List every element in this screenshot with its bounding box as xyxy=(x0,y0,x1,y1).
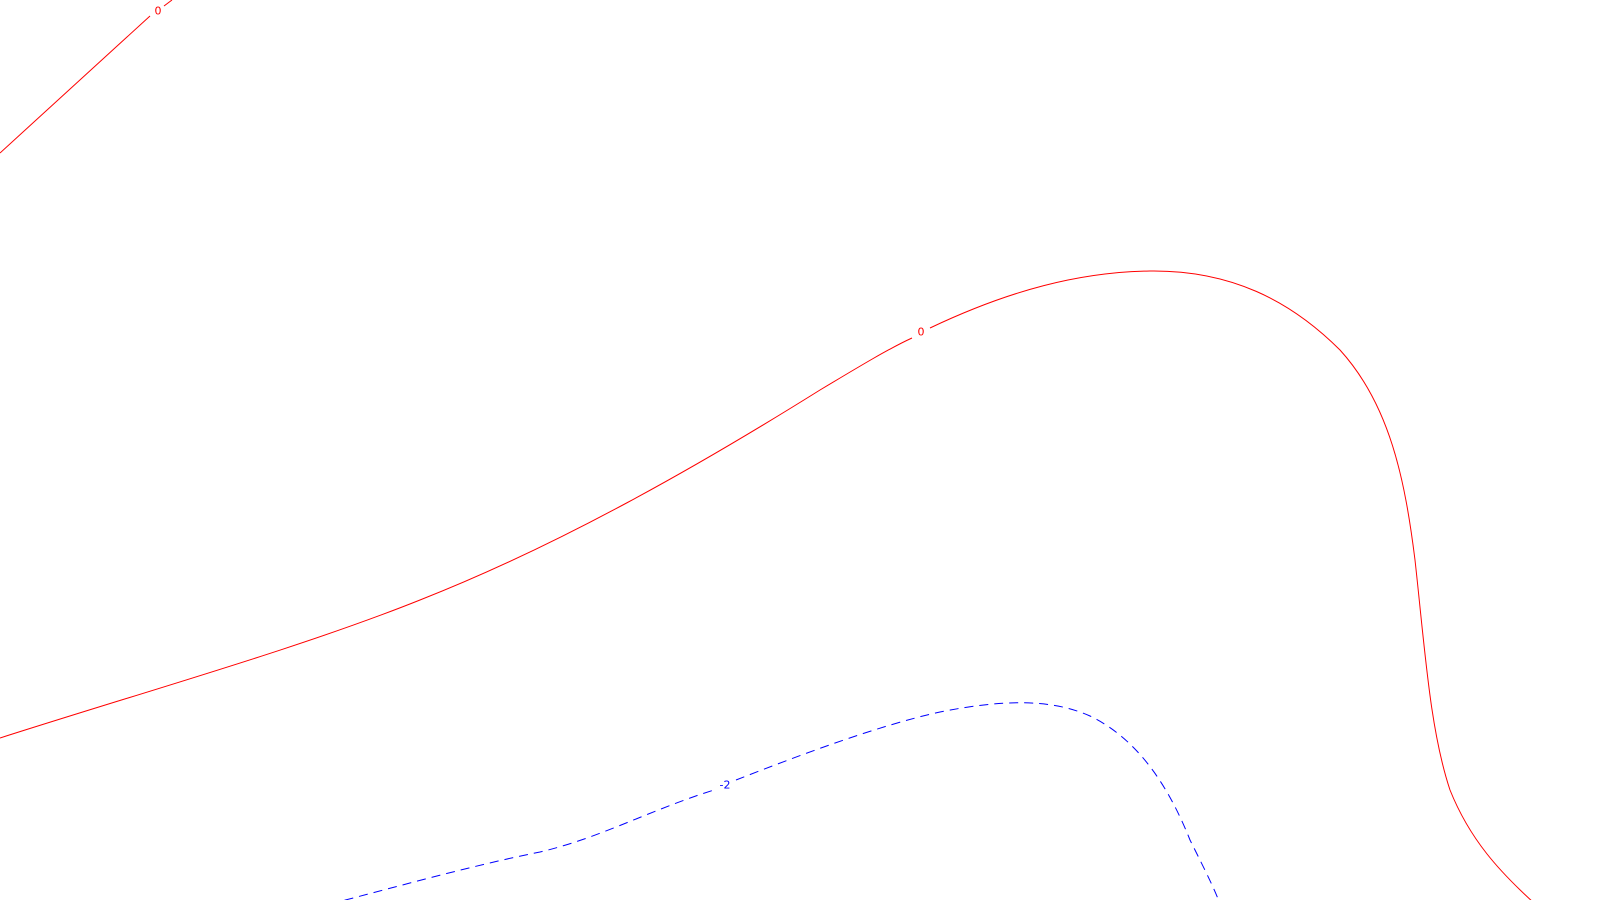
contour-level-label: 0 xyxy=(155,5,162,18)
contour-level-label: -2 xyxy=(720,779,731,792)
contour-level-label: 0 xyxy=(918,326,925,339)
contour-0-main: 0 xyxy=(0,270,1532,900)
contour-line xyxy=(929,270,1532,900)
contour-neg2: -2 xyxy=(343,702,1220,900)
contour-line xyxy=(343,789,715,900)
contour-line xyxy=(0,337,913,739)
contour-0-upper-left: 0 xyxy=(0,0,173,154)
contour-line xyxy=(0,15,151,154)
contour-line xyxy=(163,0,173,7)
contour-line xyxy=(735,702,1220,900)
